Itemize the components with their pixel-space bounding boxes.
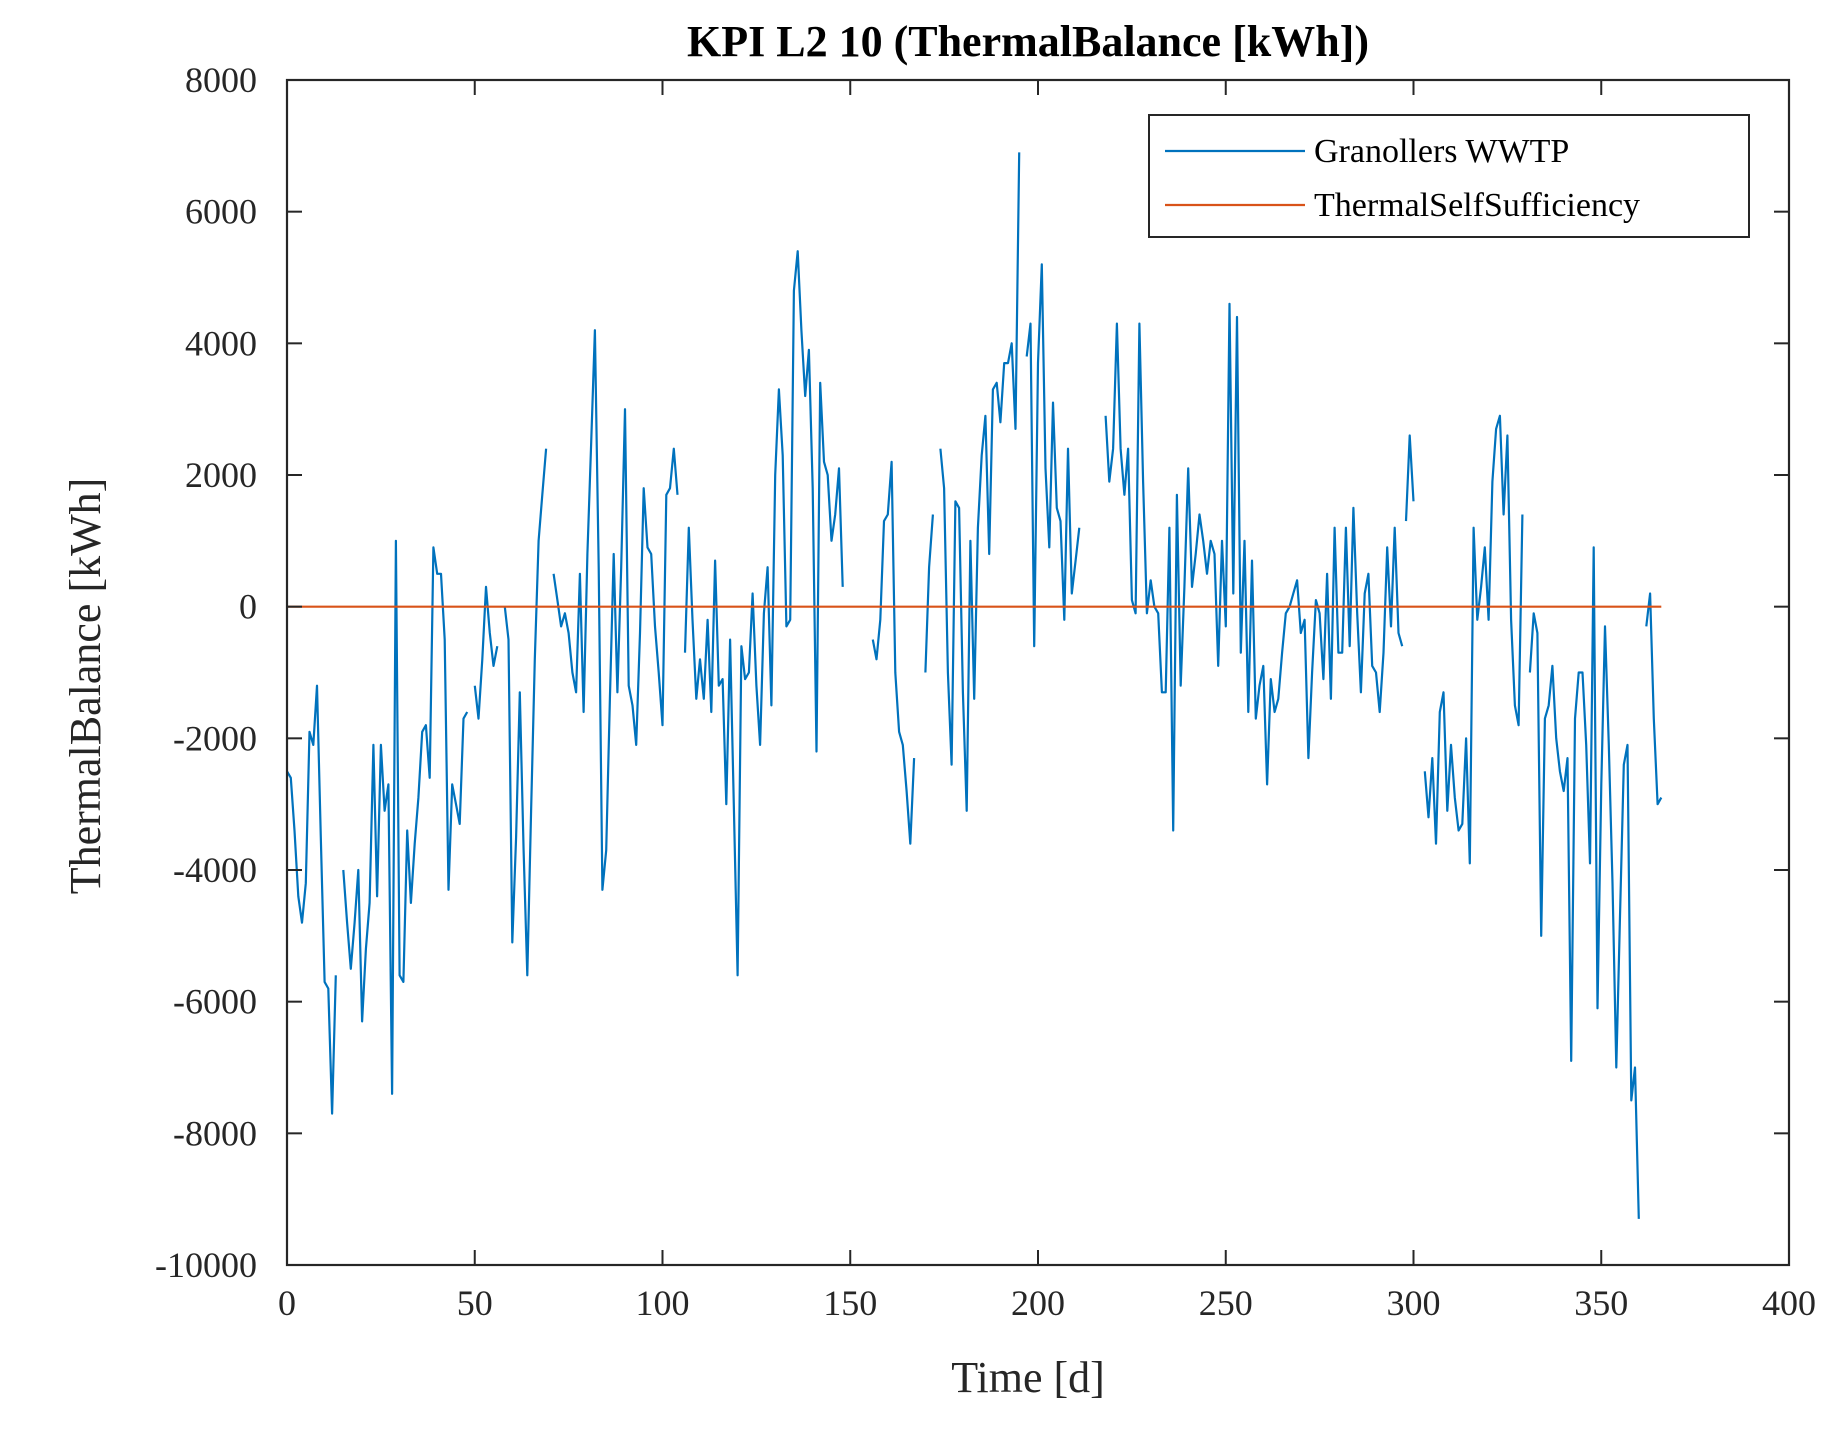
axes: 0 50 100 150 200 250 300 350 400 -10000 -8000 -6000… bbox=[155, 60, 1816, 1323]
series-1-line-segment-10 bbox=[1025, 263, 1081, 648]
series-1-line-segment-13 bbox=[1423, 414, 1524, 865]
x-tick-label: 50 bbox=[457, 1283, 493, 1323]
series-1-line-segment-14 bbox=[1528, 546, 1640, 1219]
series-1-line-segment-6 bbox=[683, 250, 844, 977]
x-axis-label: Time [d] bbox=[951, 1353, 1105, 1402]
y-tick-label: 0 bbox=[239, 587, 257, 627]
y-axis-label: ThermalBalance [kWh] bbox=[61, 478, 110, 895]
y-tick-label: -2000 bbox=[173, 718, 257, 758]
legend-box bbox=[1148, 114, 1750, 238]
series-1-line-segment-5 bbox=[552, 329, 679, 891]
series-1-line-segment-9 bbox=[939, 152, 1021, 812]
y-tick-label: -8000 bbox=[173, 1113, 257, 1153]
y-tick-label: 6000 bbox=[185, 192, 257, 232]
x-tick-label: 300 bbox=[1387, 1283, 1441, 1323]
legend-label-2: ThermalSelfSufficiency bbox=[1314, 187, 1640, 224]
y-tick-label: -10000 bbox=[155, 1245, 257, 1285]
y-tick-label: -6000 bbox=[173, 982, 257, 1022]
series-1-line-segment-1 bbox=[287, 684, 337, 1115]
x-tick-label: 400 bbox=[1762, 1283, 1816, 1323]
series-1-line-segment-8 bbox=[924, 514, 934, 673]
plot-area bbox=[287, 152, 1663, 1219]
legend-label-1: Granollers WWTP bbox=[1314, 133, 1569, 170]
series-1-line-segment-4 bbox=[503, 448, 548, 977]
series-1-line-segment-2 bbox=[342, 539, 469, 1095]
x-tick-label: 100 bbox=[636, 1283, 690, 1323]
x-tick-label: 0 bbox=[278, 1283, 296, 1323]
y-tick-label: 4000 bbox=[185, 323, 257, 363]
series-1-line-segment-15 bbox=[1645, 592, 1663, 806]
y-tick-label: 2000 bbox=[185, 455, 257, 495]
x-tick-label: 150 bbox=[823, 1283, 877, 1323]
x-tick-label: 200 bbox=[1011, 1283, 1065, 1323]
x-tick-label: 350 bbox=[1574, 1283, 1628, 1323]
series-1-line-segment-3 bbox=[473, 585, 499, 720]
chart-title: KPI L2 10 (ThermalBalance [kWh]) bbox=[687, 17, 1369, 66]
series-1-line-segment-7 bbox=[871, 460, 916, 845]
y-tick-label: 8000 bbox=[185, 60, 257, 100]
legend: Granollers WWTP ThermalSelfSufficiency bbox=[1148, 114, 1750, 238]
y-tick-label: -4000 bbox=[173, 850, 257, 890]
x-tick-label: 250 bbox=[1199, 1283, 1253, 1323]
series-1-line-segment-12 bbox=[1404, 434, 1415, 522]
